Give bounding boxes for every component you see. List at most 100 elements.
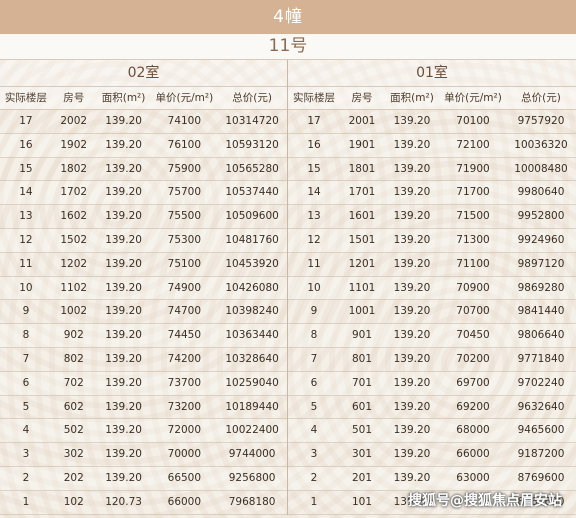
table-row: 14 1702 139.20 75700 10537440 [0,181,287,206]
cell-floor: 13 [19,210,33,223]
cell-floor: 11 [307,257,321,270]
cell-total-price: 7968180 [228,495,276,508]
col-area-header: 面积(m²) [101,92,146,104]
cell-total-price: 9744000 [228,448,276,461]
cell-room: 1502 [60,233,88,246]
table-row: 16 1901 139.20 72100 10036320 [288,133,576,158]
cell-floor: 5 [310,400,318,413]
cell-total-price: 9897120 [517,257,565,270]
table-row: 12 1501 139.20 71300 9924960 [288,228,576,253]
source-watermark: 搜狐号@搜狐焦点眉安站 [408,493,562,509]
table-row: 4 502 139.20 72000 10022400 [0,419,287,444]
cell-area: 139.20 [105,233,142,246]
cell-room: 701 [351,376,373,389]
table-row: 10 1102 139.20 74900 10426080 [0,276,287,301]
cell-area: 139.20 [105,210,142,223]
cell-unit-price: 74900 [167,281,202,294]
cell-room: 1101 [348,281,376,294]
cell-floor: 6 [22,376,30,389]
cell-room: 2002 [60,115,88,127]
cell-unit-price: 74200 [167,352,202,365]
cell-area: 139.20 [105,471,142,484]
cell-area: 139.20 [393,352,431,365]
cell-area: 139.20 [105,138,142,151]
cell-unit-price: 68000 [456,424,490,437]
cell-unit-price: 72000 [167,424,202,437]
cell-unit-price: 69200 [456,400,490,413]
cell-room: 501 [351,424,373,437]
table-row: 3 301 139.20 66000 9187200 [288,443,576,467]
cell-unit-price: 66000 [456,448,490,461]
col-unit-price-header: 单价(元/m²) [444,92,502,104]
cell-total-price: 10259040 [225,376,279,389]
col-room-header: 房号 [351,92,373,104]
cell-area: 139.20 [105,400,142,413]
cell-room: 502 [63,424,84,437]
cell-unit-price: 70100 [456,115,490,127]
cell-room: 702 [63,376,84,389]
cell-room: 1601 [348,210,376,223]
cell-area: 139.20 [393,424,431,437]
cell-floor: 15 [307,162,321,175]
table-row: 6 702 139.20 73700 10259040 [0,371,287,396]
cell-room: 1901 [348,138,376,151]
room-02-title: 02室 [0,60,287,87]
cell-total-price: 9771840 [517,352,565,365]
cell-floor: 3 [22,448,30,461]
room-02-column-headers: 实际楼层 房号 面积(m²) 单价(元/m²) 总价(元) [0,87,287,110]
cell-floor: 14 [307,186,321,199]
cell-unit-price: 76100 [167,138,202,151]
cell-room: 2001 [348,115,376,127]
col-total-price-header: 总价(元) [232,92,272,104]
cell-total-price: 10022400 [225,424,279,437]
cell-area: 139.20 [393,448,431,461]
cell-floor: 17 [19,115,33,127]
cell-floor: 3 [310,448,318,461]
cell-floor: 14 [19,186,33,199]
cell-area: 139.20 [105,424,142,437]
cell-floor: 17 [307,115,321,127]
cell-floor: 6 [310,376,318,389]
table-row: 5 601 139.20 69200 9632640 [288,396,576,420]
cell-floor: 2 [310,471,318,484]
cell-unit-price: 75500 [167,210,202,223]
table-row: 1 101 139.20 8769600 [288,491,576,515]
cell-unit-price: 66000 [167,495,202,508]
cell-area: 120.73 [105,495,142,508]
cell-area: 139.20 [393,186,431,199]
cell-total-price: 9806640 [517,329,565,342]
table-row: 12 1502 139.20 75300 10481760 [0,228,287,253]
cell-area: 139.20 [105,329,142,342]
cell-total-price: 9702240 [517,376,565,389]
cell-unit-price: 74450 [167,329,202,342]
cell-total-price: 9980640 [517,186,565,199]
cell-unit-price: 74700 [167,305,202,318]
table-row: 2 202 139.20 66500 9256800 [0,466,287,491]
building-title: 4幢 [0,0,576,34]
cell-total-price: 10398240 [225,305,279,318]
cell-floor: 8 [22,329,30,342]
cell-floor: 16 [307,138,321,151]
cell-total-price: 10537440 [225,186,279,199]
cell-area: 139.20 [393,400,431,413]
cell-room: 102 [63,495,84,508]
cell-floor: 2 [22,471,30,484]
cell-area: 139.20 [105,376,142,389]
cell-total-price: 9632640 [517,400,565,413]
cell-total-price: 8769600 [517,471,565,484]
cell-room: 601 [351,400,373,413]
table-row: 16 1902 139.20 76100 10593120 [0,133,287,158]
cell-unit-price: 70450 [456,329,490,342]
table-row: 17 2002 139.20 74100 10314720 [0,110,287,134]
cell-room: 1602 [60,210,88,223]
cell-total-price: 9256800 [228,471,276,484]
cell-room: 902 [63,329,84,342]
table-row: 8 902 139.20 74450 10363440 [0,324,287,348]
table-row: 9 1002 139.20 74700 10398240 [0,300,287,325]
cell-unit-price: 70000 [167,448,202,461]
cell-room: 1902 [60,138,88,151]
cell-floor: 13 [307,210,321,223]
cell-area: 139.20 [393,138,431,151]
cell-total-price: 9187200 [517,448,565,461]
cell-area: 139.20 [105,162,142,175]
